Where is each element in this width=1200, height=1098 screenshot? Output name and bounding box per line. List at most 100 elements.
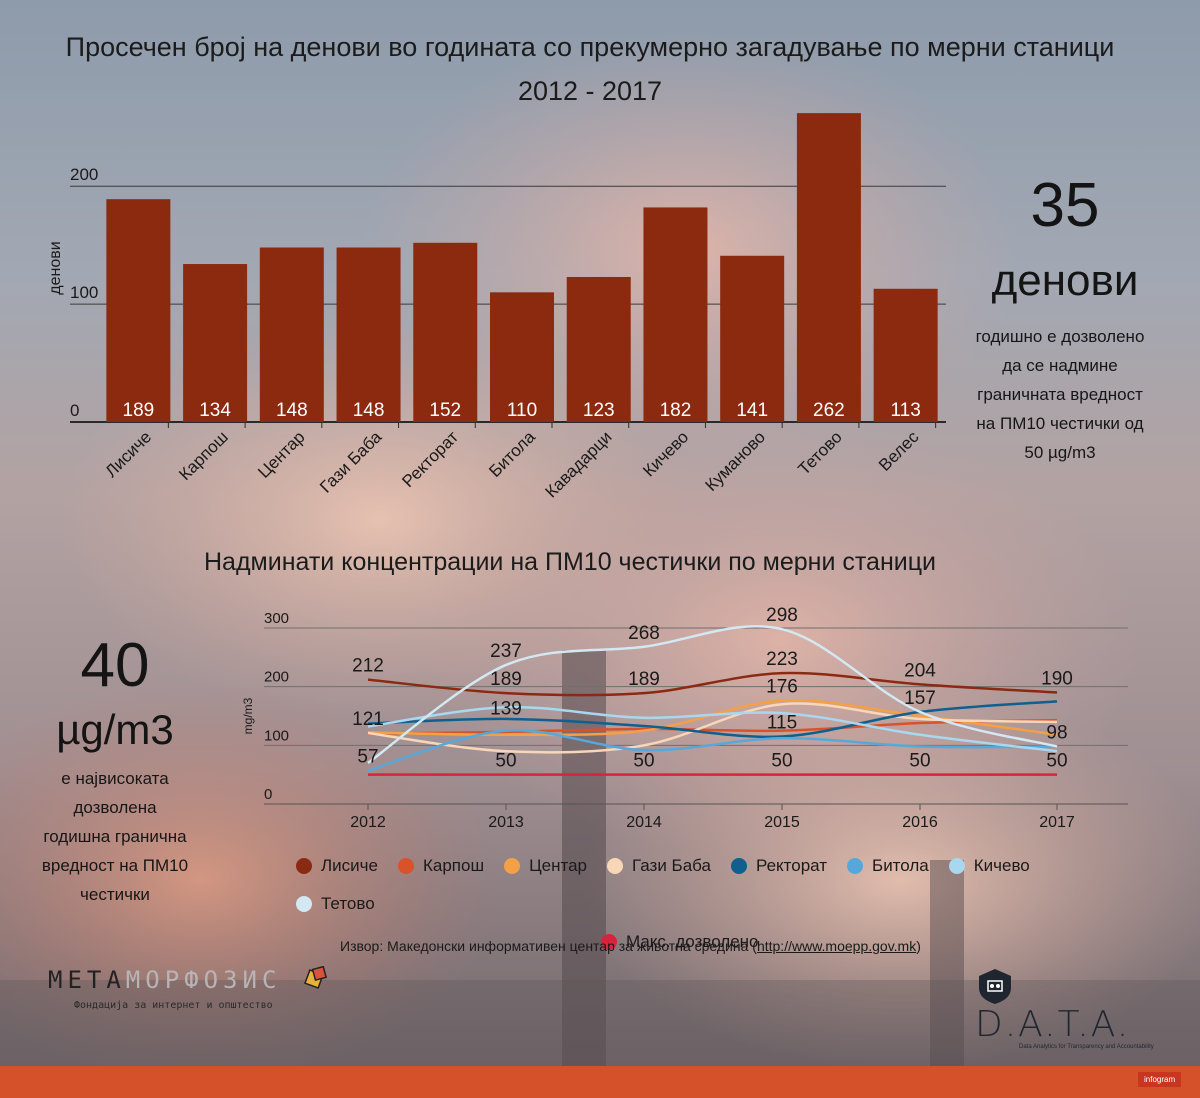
bar-value-label: 123 xyxy=(583,400,615,421)
legend-swatch xyxy=(397,858,414,874)
legend-label: Ректорат xyxy=(755,856,828,875)
bar-value-label: 134 xyxy=(199,400,231,421)
bar-chart: 0100200денови189Лисиче134Карпош148Центар… xyxy=(47,113,946,501)
line-x-tick-label: 2013 xyxy=(488,814,524,831)
line-x-tick-label: 2015 xyxy=(764,814,800,831)
bar-y-axis-label: денови xyxy=(47,241,64,294)
legend-label: Лисиче xyxy=(321,856,378,875)
source-link[interactable]: http://www.moepp.gov.mk xyxy=(756,938,917,954)
legend-swatch xyxy=(730,858,747,874)
bar-value-label: 110 xyxy=(507,400,537,421)
line-data-label: 50 xyxy=(633,751,654,772)
legend-label: Гази Баба xyxy=(632,856,711,875)
bar-value-label: 148 xyxy=(276,400,308,421)
bar xyxy=(566,276,631,422)
legend-item[interactable]: Кичево xyxy=(948,856,1030,876)
bar xyxy=(106,199,171,422)
line-data-label: 157 xyxy=(904,688,936,709)
bar xyxy=(413,242,478,422)
data-logo: D.A.T.A. Data Analytics for Transparency… xyxy=(975,966,1154,1050)
legend-label: Битола xyxy=(872,856,929,875)
line-series xyxy=(367,625,1058,764)
line-data-label: 212 xyxy=(352,656,384,677)
line-data-label: 57 xyxy=(357,747,378,768)
legend-label: Центар xyxy=(529,856,588,875)
line-series xyxy=(367,700,1058,739)
legend-swatch xyxy=(504,858,521,874)
bar-value-label: 189 xyxy=(123,400,155,421)
logo-meta-part2: МОРФОЗИС xyxy=(125,966,282,994)
days-note: годишно е дозволено да се надмине гранич… xyxy=(975,327,1145,462)
bar-value-label: 182 xyxy=(660,400,692,421)
bar-value-label: 262 xyxy=(813,400,845,421)
legend-label: Тетово xyxy=(321,894,375,913)
legend-swatch xyxy=(296,858,312,874)
legend: Лисиче Карпош Центар Гази Баба Ректорат Битол… xyxy=(296,856,1116,970)
line-data-label: 268 xyxy=(628,623,660,644)
legend-item[interactable]: Карпош xyxy=(397,856,485,876)
infogram-badge[interactable]: infogram xyxy=(1138,1072,1182,1087)
chart-title: Просечен број на денови во годината со п… xyxy=(65,32,1115,62)
legend-label: Кичево xyxy=(973,856,1030,875)
legend-item[interactable]: Центар xyxy=(504,856,587,876)
line-x-tick-label: 2017 xyxy=(1039,814,1075,831)
legend-swatch xyxy=(847,858,864,874)
line-y-tick-label: 100 xyxy=(264,727,289,744)
metamorphosis-logo: МЕТАМОРФОЗИС Фондација за интернет и опш… xyxy=(48,965,331,1011)
line-data-label: 50 xyxy=(1046,751,1067,772)
line-series xyxy=(367,671,1058,697)
legend-item[interactable]: Макс. дозволено xyxy=(601,932,759,952)
days-unit: денови xyxy=(991,256,1139,305)
bar xyxy=(643,207,708,422)
legend-swatch xyxy=(948,858,965,874)
legend-swatch xyxy=(296,896,312,912)
data-shield-icon xyxy=(979,969,1011,1004)
legend-item[interactable]: Ректорат xyxy=(730,856,828,876)
legend-item[interactable]: Битола xyxy=(847,856,929,876)
line-x-tick-label: 2016 xyxy=(902,814,938,831)
footer-bar xyxy=(0,1066,1200,1098)
line-data-label: 50 xyxy=(495,751,516,772)
bar xyxy=(796,113,861,423)
line-chart-title: Надминати концентрации на ПМ10 честички … xyxy=(204,548,936,576)
bar-value-label: 152 xyxy=(429,400,461,421)
chart-years: 2012 - 2017 xyxy=(517,76,663,106)
bar xyxy=(873,288,938,422)
legend-item[interactable]: Гази Баба xyxy=(607,856,711,876)
line-data-label: 204 xyxy=(904,660,936,681)
bar xyxy=(490,292,554,422)
logo-data-name: D.A.T.A. xyxy=(975,1004,1131,1045)
line-x-tick-label: 2012 xyxy=(350,814,386,831)
bar xyxy=(259,247,324,422)
line-data-label: 189 xyxy=(490,669,522,690)
legend-swatch xyxy=(601,934,617,950)
bar xyxy=(336,247,401,422)
legend-item[interactable]: Тетово xyxy=(296,894,375,914)
legend-label: Карпош xyxy=(422,856,485,875)
line-data-label: 223 xyxy=(766,649,798,670)
line-y-tick-label: 200 xyxy=(264,669,289,686)
line-data-label: 237 xyxy=(490,641,522,662)
line-data-label: 121 xyxy=(352,709,384,730)
legend-item[interactable]: Лисиче xyxy=(296,856,378,876)
bar-y-tick-label: 0 xyxy=(70,401,79,420)
line-data-label: 50 xyxy=(771,751,792,772)
bar xyxy=(720,255,785,422)
bar xyxy=(183,264,248,422)
legend-swatch xyxy=(607,858,624,874)
logo-meta-part1: МЕТА xyxy=(48,966,126,994)
line-data-label: 298 xyxy=(766,605,798,626)
limit-note: е највисоката дозволена годишна гранична… xyxy=(41,769,189,904)
line-chart: 0 100 200 300 mg/m3 2012 2013 2014 2015 2016 2017 2… xyxy=(241,605,1128,831)
line-y-tick-label: 300 xyxy=(264,610,289,627)
legend-label: Макс. дозволено xyxy=(626,932,759,951)
logo-data-tagline: Data Analytics for Transparency and Acco… xyxy=(1019,1044,1154,1050)
line-series xyxy=(367,702,1058,754)
logo-meta-tagline: Фондација за интернет и општество xyxy=(74,1000,273,1011)
bar-value-label: 148 xyxy=(353,400,385,421)
bar-value-label: 113 xyxy=(890,400,920,421)
line-x-tick-label: 2014 xyxy=(626,814,662,831)
line-series xyxy=(367,729,1058,772)
line-series xyxy=(367,705,1058,753)
bar-y-tick-label: 200 xyxy=(70,165,98,184)
